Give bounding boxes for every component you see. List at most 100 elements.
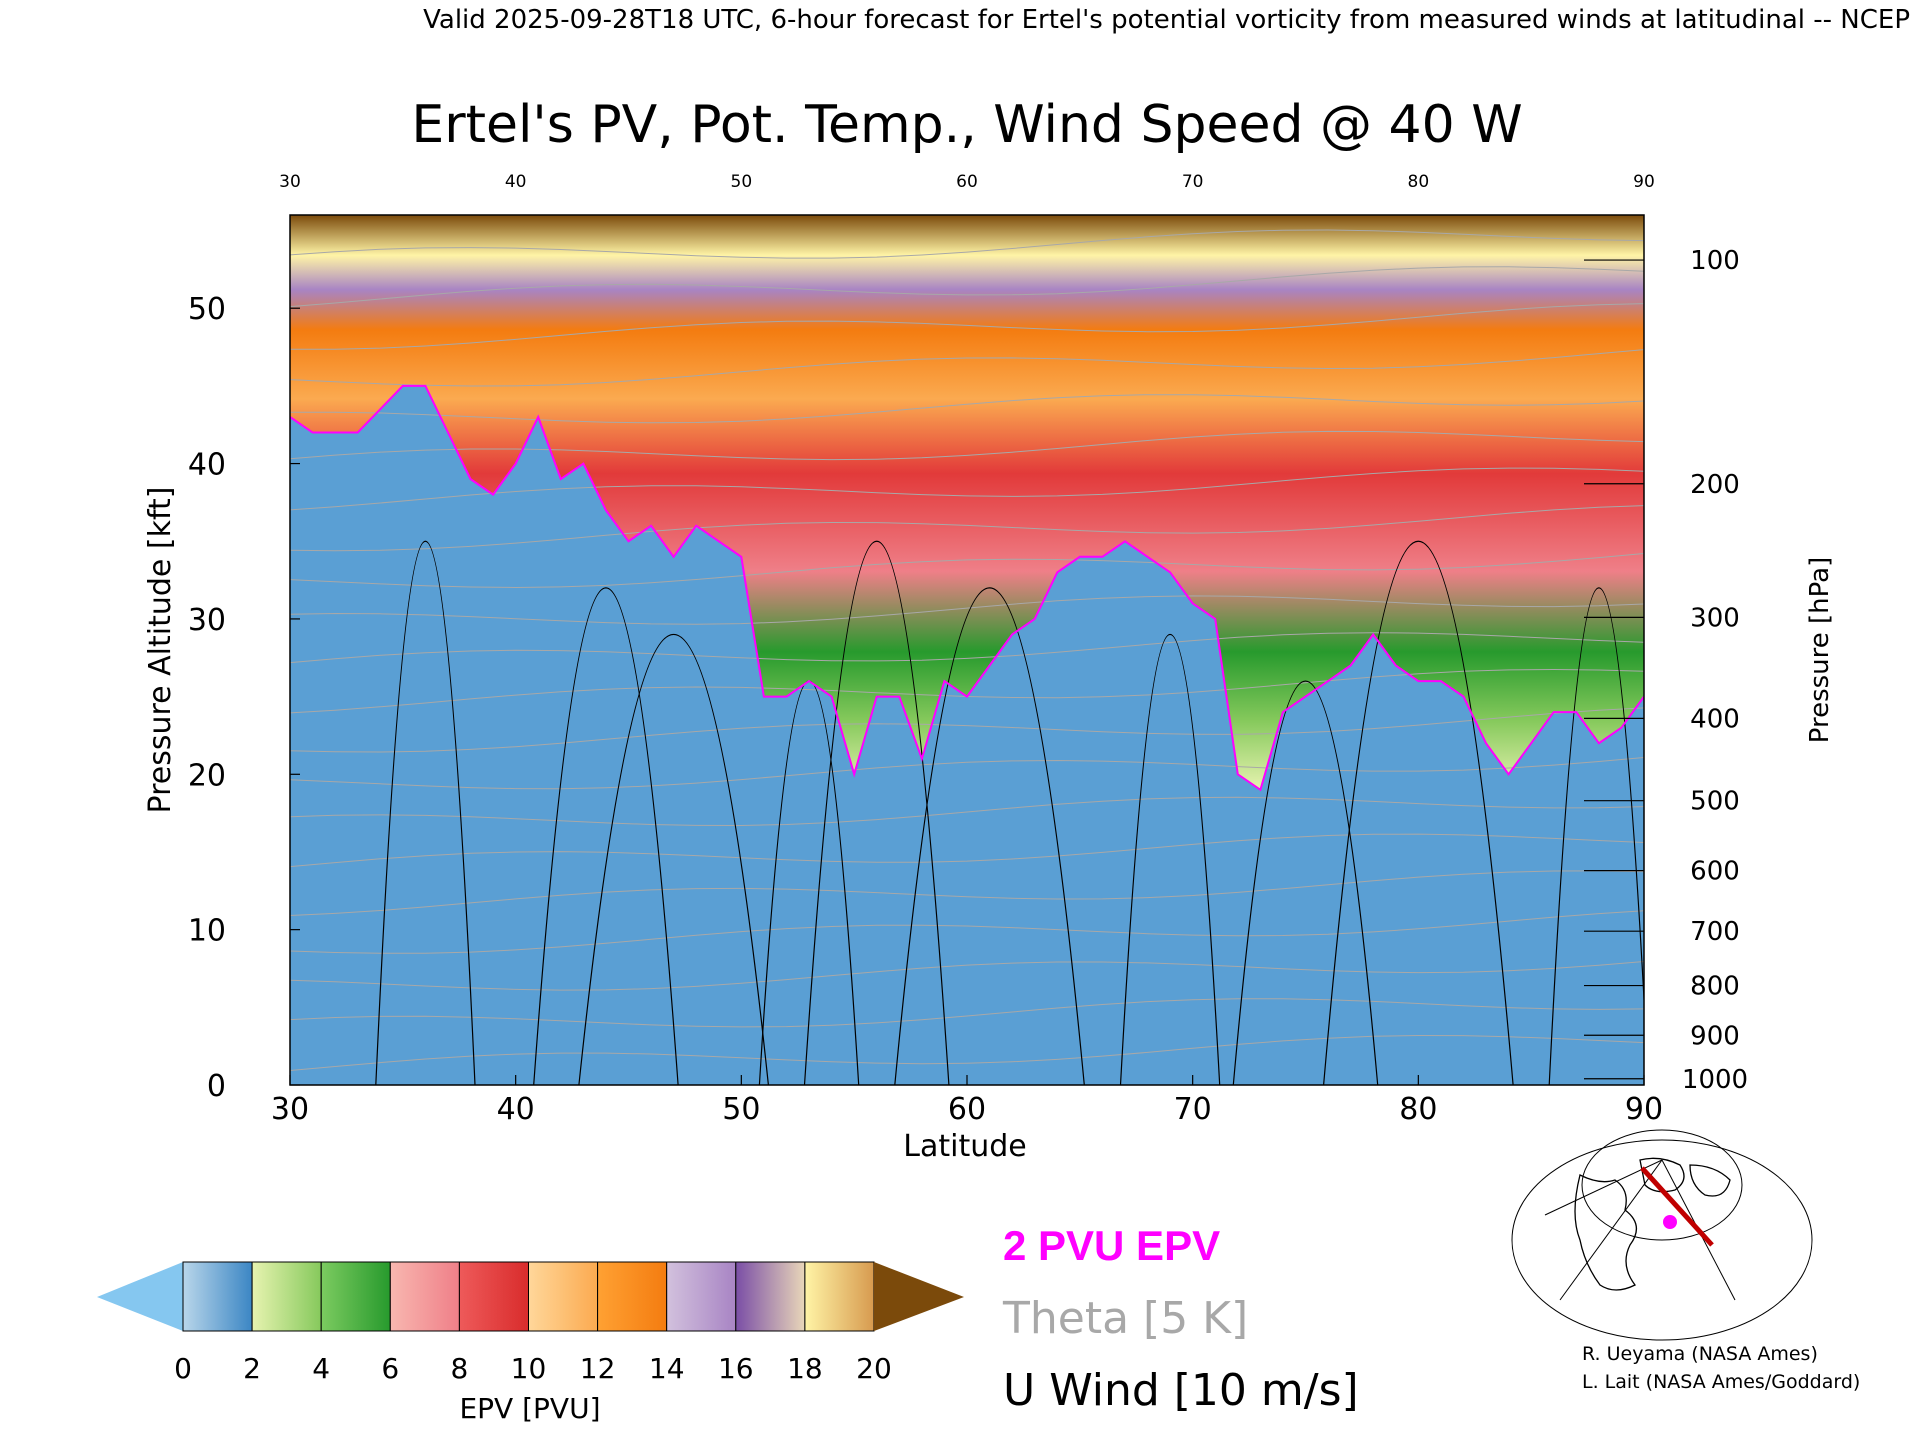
theta-contour xyxy=(290,632,1644,664)
legend-u-wind: U Wind [10 m/s] xyxy=(1003,1365,1359,1416)
inset-map-latitude-circle xyxy=(1581,1129,1743,1241)
pressure-tick-label: 500 xyxy=(1690,787,1740,817)
x-axis-label: Latitude xyxy=(903,1129,1026,1164)
theta-contour xyxy=(290,553,1644,589)
colorbar-label: EPV [PVU] xyxy=(459,1392,600,1425)
top-x-tick-label: 40 xyxy=(505,172,527,192)
colorbar-bin xyxy=(735,1261,806,1332)
top-x-axis-ticks: 30 40 50 60 70 80 90 xyxy=(279,172,1655,192)
u-wind-contour xyxy=(578,633,769,1085)
colorbar-bin xyxy=(528,1261,599,1332)
theta-contour xyxy=(290,870,1644,916)
colorbar-bin xyxy=(389,1261,460,1332)
theta-contour xyxy=(290,961,1644,991)
u-wind-contour xyxy=(375,541,476,1085)
inset-map-coastline xyxy=(1574,1174,1637,1291)
theta-contour xyxy=(290,467,1644,511)
y-tick-label: 40 xyxy=(188,448,226,483)
top-x-tick-label: 90 xyxy=(1633,172,1655,192)
x-tick-label: 90 xyxy=(1625,1092,1663,1127)
u-wind-contour xyxy=(1323,541,1514,1085)
inset-polar-map xyxy=(1511,1129,1813,1341)
u-wind-contour xyxy=(1119,633,1221,1085)
pressure-tick-label: 400 xyxy=(1690,704,1740,734)
u-wind-contour xyxy=(894,587,1085,1085)
theta-contour xyxy=(290,757,1644,790)
y-tick-label: 0 xyxy=(207,1069,226,1104)
theta-contour xyxy=(290,707,1644,753)
pressure-tick-label: 300 xyxy=(1690,603,1740,633)
legend-theta: Theta [5 K] xyxy=(1002,1293,1248,1344)
theta-contour xyxy=(290,1034,1644,1071)
top-x-tick-label: 80 xyxy=(1408,172,1430,192)
inset-map-background xyxy=(1545,1155,1740,1305)
y-tick-label: 50 xyxy=(188,292,226,327)
pressure-tick-label: 800 xyxy=(1690,972,1740,1002)
legend-2pvu-epv: 2 PVU EPV xyxy=(1003,1222,1220,1269)
theta-contour xyxy=(290,394,1644,424)
colorbar-tick-label: 18 xyxy=(787,1352,823,1385)
x-tick-label: 70 xyxy=(1174,1092,1212,1127)
epv-colorbar: 0 2 4 6 8 10 12 14 16 18 20 xyxy=(97,1261,964,1385)
theta-contour xyxy=(290,998,1644,1028)
x-tick-label: 50 xyxy=(722,1092,760,1127)
top-x-tick-label: 30 xyxy=(279,172,301,192)
x-tick-label: 40 xyxy=(497,1092,535,1127)
colorbar-tick-label: 2 xyxy=(243,1352,261,1385)
colorbar-bin xyxy=(597,1261,668,1332)
inset-map-cross-section-path xyxy=(1640,1166,1714,1247)
inset-map-coastline xyxy=(1639,1157,1685,1193)
credit-line-1: R. Ueyama (NASA Ames) xyxy=(1582,1343,1818,1365)
inset-map-coastline xyxy=(1689,1164,1731,1197)
two-pvu-contour xyxy=(290,384,1644,792)
u-wind-contour xyxy=(533,587,679,1085)
colorbar-under-triangle xyxy=(97,1262,183,1331)
y-axis-label: Pressure Altitude [kft] xyxy=(143,487,178,814)
theta-contour xyxy=(290,910,1644,954)
u-wind-contour xyxy=(803,541,950,1085)
colorbar-tick-label: 20 xyxy=(856,1352,892,1385)
pressure-tick-label: 100 xyxy=(1690,246,1740,276)
colorbar-bin xyxy=(804,1261,875,1332)
pressure-tick-label: 900 xyxy=(1690,1021,1740,1051)
chart-title: Ertel's PV, Pot. Temp., Wind Speed @ 40 … xyxy=(411,95,1522,155)
theta-contour xyxy=(290,796,1644,827)
y-tick-label: 10 xyxy=(188,914,226,949)
colorbar-bin xyxy=(320,1261,391,1332)
x-tick-label: 30 xyxy=(271,1092,309,1127)
y-tick-label: 30 xyxy=(188,603,226,638)
colorbar-tick-label: 14 xyxy=(649,1352,685,1385)
theta-contour xyxy=(290,349,1644,387)
x-tick-label: 80 xyxy=(1399,1092,1437,1127)
colorbar-bin xyxy=(251,1261,322,1332)
theta-contour xyxy=(290,229,1644,259)
colorbar-bin xyxy=(458,1261,529,1332)
pressure-tick-lines xyxy=(1584,259,1644,1080)
stratosphere-fill xyxy=(290,215,1644,790)
colorbar-bin xyxy=(666,1261,737,1332)
theta-contour xyxy=(290,833,1644,868)
u-wind-contour xyxy=(1232,680,1379,1085)
inset-map-latitude-circle xyxy=(1511,1139,1813,1341)
y-axis-ticks: 0 10 20 30 40 50 xyxy=(188,292,300,1104)
pressure-axis-ticks: 100 200 300 400 500 600 700 800 900 1000 xyxy=(1682,246,1748,1095)
plot-area xyxy=(289,214,1645,1086)
colorbar-bin xyxy=(182,1261,253,1332)
pressure-tick-label: 600 xyxy=(1690,857,1740,887)
credit-line-2: L. Lait (NASA Ames/Goddard) xyxy=(1582,1371,1860,1393)
pressure-tick-label: 1000 xyxy=(1682,1065,1748,1095)
theta-contour xyxy=(290,595,1644,625)
theta-contour xyxy=(290,303,1644,350)
colorbar-tick-label: 6 xyxy=(381,1352,399,1385)
pressure-tick-label: 700 xyxy=(1690,917,1740,947)
x-axis-ticks: 30 40 50 60 70 80 90 xyxy=(271,1075,1663,1127)
colorbar-tick-label: 4 xyxy=(312,1352,330,1385)
x-tick-label: 60 xyxy=(948,1092,986,1127)
theta-contour xyxy=(290,505,1644,552)
colorbar-tick-label: 0 xyxy=(174,1352,192,1385)
theta-contour xyxy=(290,266,1644,308)
pressure-axis-label: Pressure [hPa] xyxy=(1805,557,1835,744)
colorbar-tick-label: 10 xyxy=(511,1352,547,1385)
top-x-tick-label: 60 xyxy=(956,172,978,192)
